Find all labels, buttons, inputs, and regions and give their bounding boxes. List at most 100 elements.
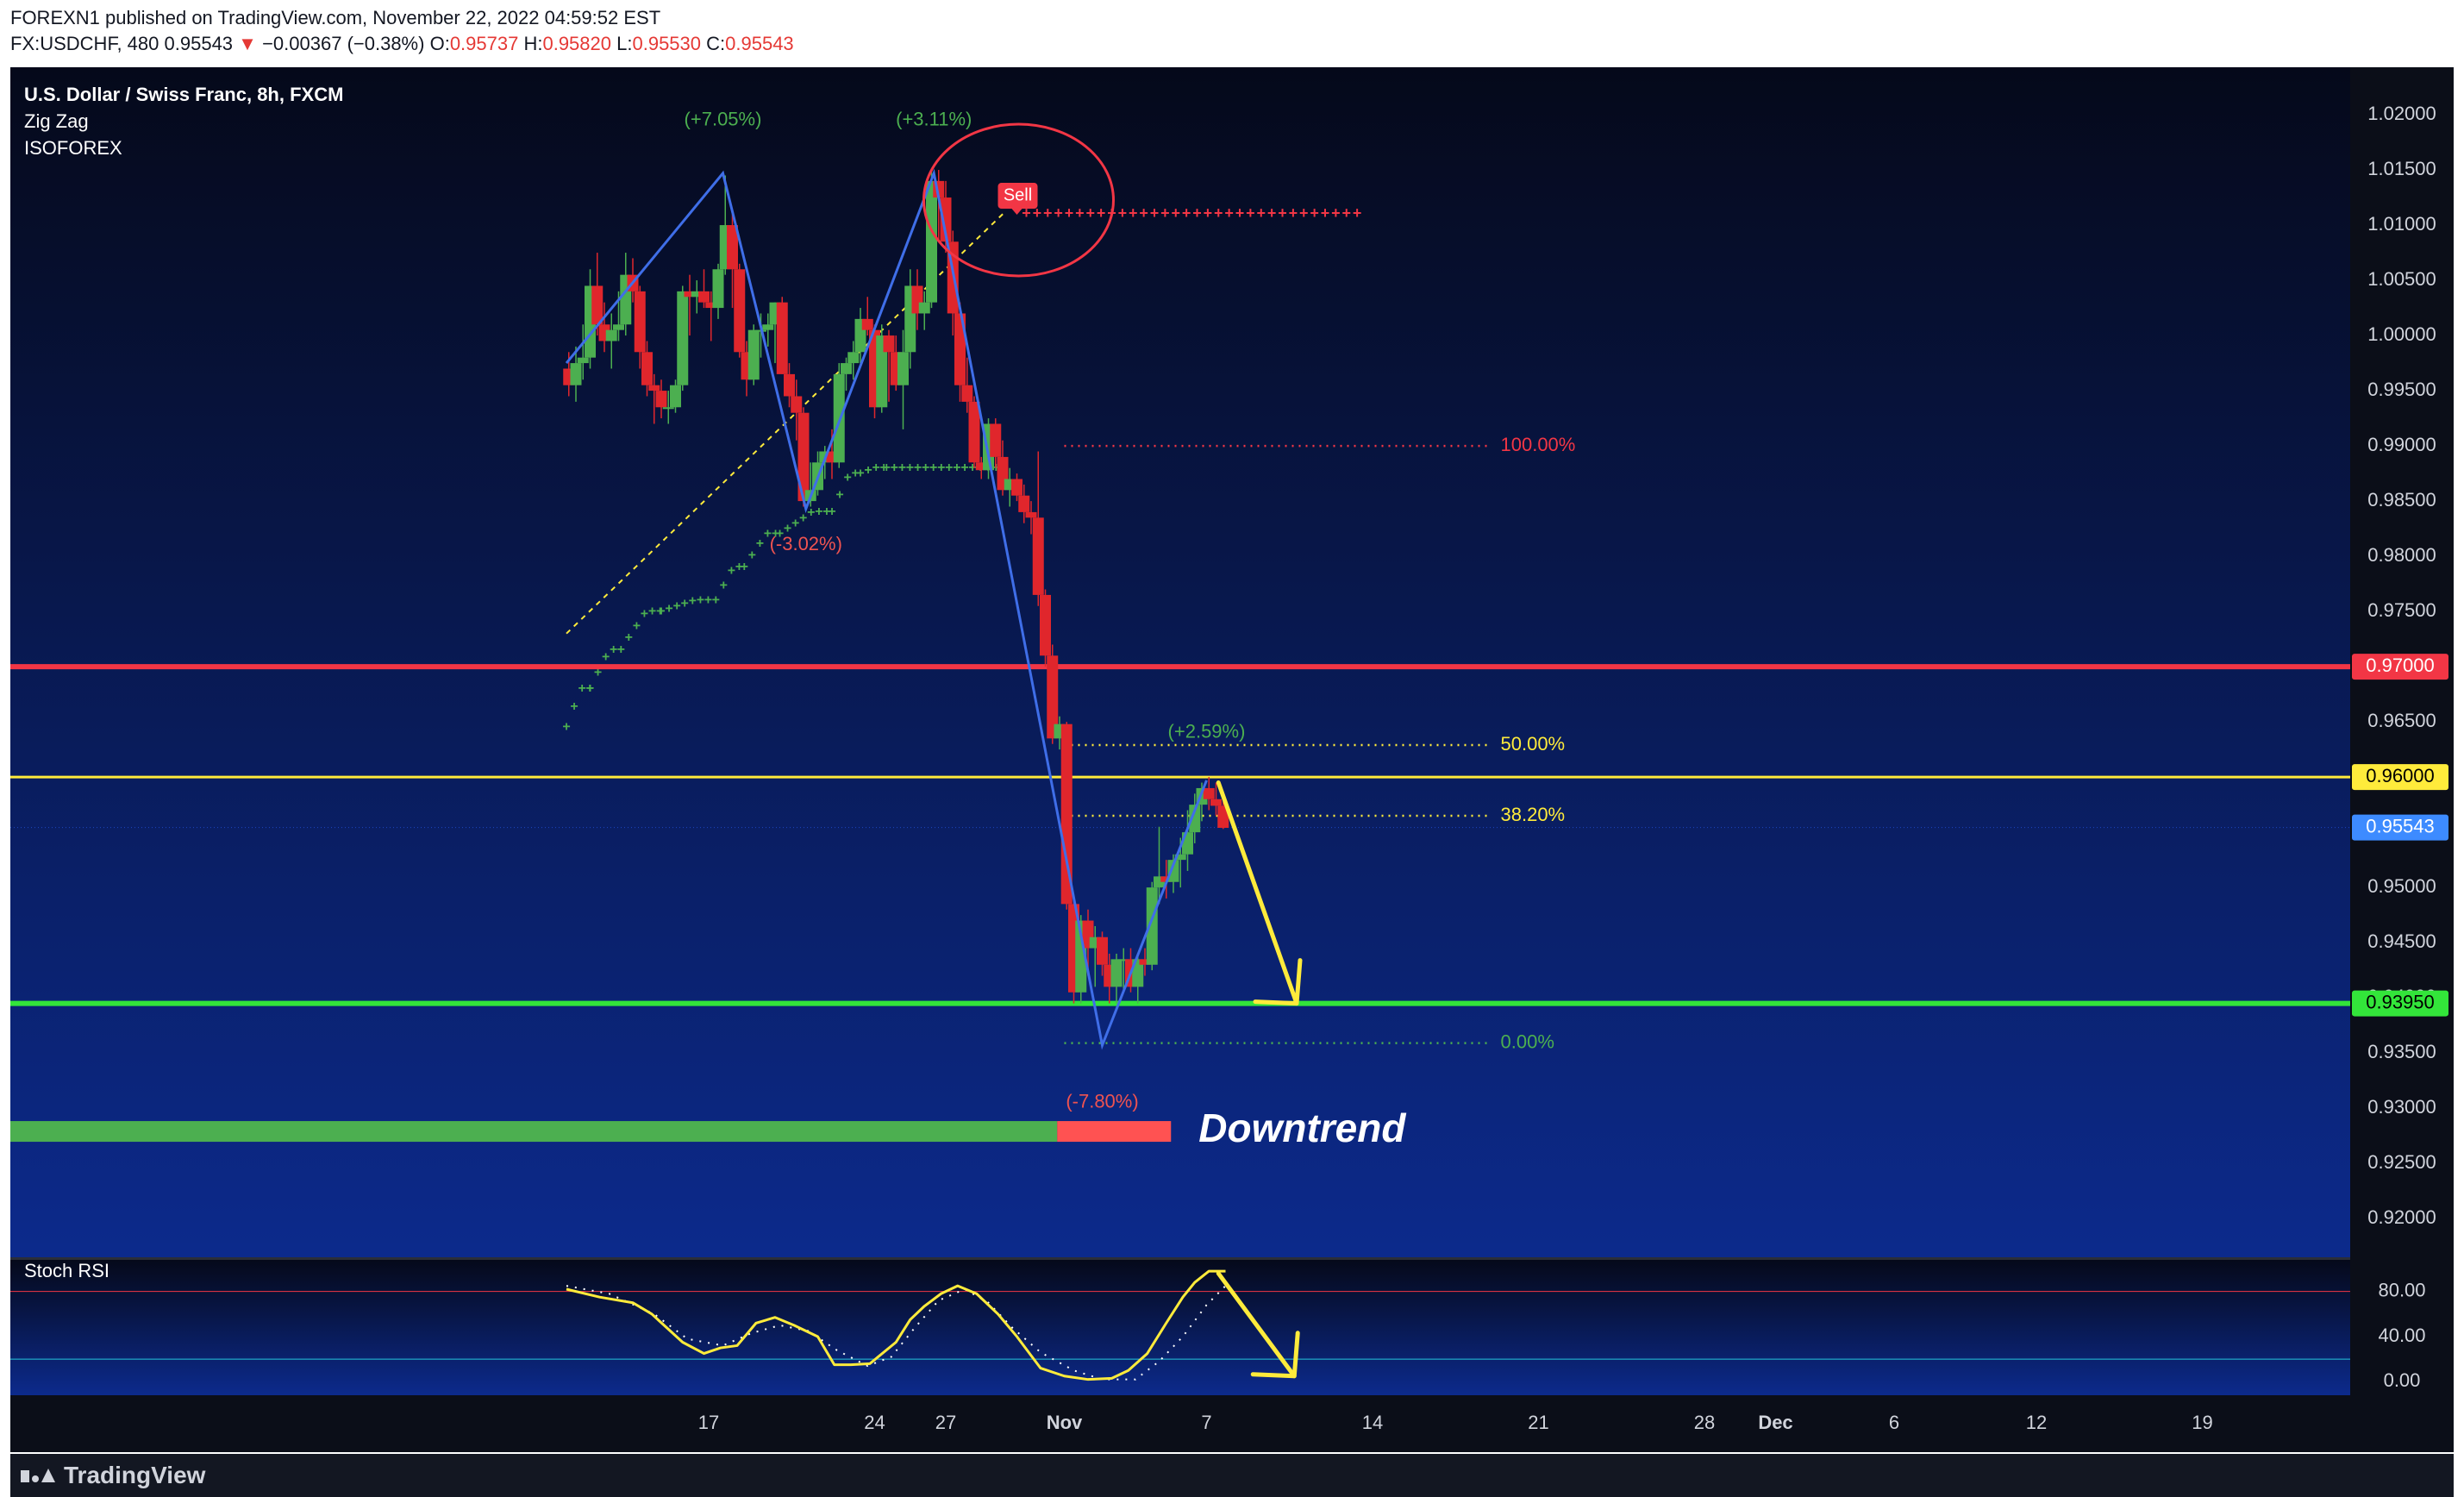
sell-level-dot: +: [1160, 204, 1170, 222]
price-tick-label: 0.98500: [2367, 489, 2436, 510]
sell-level-dot: +: [1204, 204, 1213, 222]
sell-level-dot: +: [1129, 204, 1138, 222]
candle-body: [1189, 805, 1201, 833]
candle-body: [897, 352, 909, 385]
trailing-stop-dot: +: [822, 504, 830, 519]
last-price-tag: [2352, 814, 2448, 841]
candle-body: [762, 324, 774, 330]
chart-legend: U.S. Dollar / Swiss Franc, 8h, FXCM Zig …: [24, 81, 343, 161]
trailing-stop-dot: +: [586, 681, 594, 696]
trailing-stop-dot: +: [856, 466, 864, 480]
sell-level-dot: +: [1150, 204, 1160, 222]
candle-body: [605, 329, 617, 341]
trailing-stop-dot: +: [617, 642, 625, 657]
trailing-stop-dot: +: [728, 564, 735, 579]
trailing-stop-dot: +: [562, 720, 570, 735]
trailing-stop-dot: +: [720, 579, 728, 593]
trailing-stop-dot: +: [922, 460, 929, 475]
candle-body: [968, 401, 980, 463]
legend-zigzag[interactable]: Zig Zag: [24, 110, 89, 132]
time-tick-label: 28: [1694, 1412, 1715, 1433]
change-value: −0.00367 (−0.38%): [262, 33, 425, 54]
sell-level-dot: +: [1182, 204, 1191, 222]
trailing-stop-dot: +: [641, 606, 648, 621]
sell-level-dot: +: [1299, 204, 1309, 222]
time-tick-label: Nov: [1047, 1412, 1083, 1433]
candle-body: [940, 197, 952, 242]
fib-level-label: 0.00%: [1501, 1030, 1554, 1052]
sell-level-dot: +: [1341, 204, 1351, 222]
trailing-stop-dot: +: [791, 516, 799, 530]
time-tick-label: 14: [1362, 1412, 1383, 1433]
trailing-stop-dot: +: [945, 460, 953, 475]
trailing-stop-dot: +: [883, 460, 891, 475]
tradingview-logo-icon: [21, 1469, 55, 1482]
price-axis-tag: [2352, 654, 2448, 680]
candle-body: [1167, 860, 1179, 882]
sell-level-dot: +: [1235, 204, 1245, 222]
sell-level-dot: +: [1033, 204, 1042, 222]
trailing-stop-dot: +: [657, 604, 665, 618]
price-tick-label: 0.92000: [2367, 1206, 2436, 1228]
trend-bar-bear: [1057, 1121, 1172, 1143]
trailing-stop-dot: +: [929, 460, 937, 475]
price-tick-label: 0.97500: [2367, 599, 2436, 621]
time-tick-label: 19: [2192, 1412, 2212, 1433]
close-value: 0.95543: [725, 33, 794, 54]
candle-body: [1132, 959, 1144, 987]
candle-body: [747, 329, 760, 380]
price-tick-label: 0.94500: [2367, 930, 2436, 952]
trailing-stop-dot: +: [610, 642, 617, 657]
trailing-stop-dot: +: [937, 460, 945, 475]
candle-body: [1146, 887, 1158, 965]
chart-canvas[interactable]: 1.02000 1.01500 1.01000 1.00500 1.00000 0.995…: [10, 67, 2454, 1452]
trailing-stop-dot: +: [735, 560, 743, 574]
trailing-stop-dot: +: [784, 522, 791, 536]
sell-level-dot: +: [1192, 204, 1202, 222]
legend-isoforex[interactable]: ISOFOREX: [24, 137, 122, 159]
tradingview-logo[interactable]: TradingView: [21, 1454, 205, 1497]
trailing-stop-dot: +: [602, 650, 610, 665]
forecast-arrow-head: [1253, 958, 1303, 1006]
sell-signal-label: Sell: [1004, 185, 1032, 204]
fib-level-label: 50.00%: [1501, 733, 1566, 755]
trailing-stop-dot: +: [852, 466, 860, 480]
sell-level-dot: +: [1097, 204, 1106, 222]
sell-highlight-circle: [922, 122, 1115, 278]
legend-title[interactable]: U.S. Dollar / Swiss Franc, 8h, FXCM: [24, 84, 344, 105]
sell-level-dot: +: [1118, 204, 1128, 222]
trailing-stop-dot: +: [872, 460, 879, 475]
sell-level-dot: +: [1321, 204, 1330, 222]
trailing-stop-dot: +: [914, 460, 922, 475]
sell-level-dot: +: [1267, 204, 1277, 222]
candle-body: [648, 385, 660, 391]
trailing-stop-dot: +: [960, 460, 968, 475]
price-tick-label: 0.95000: [2367, 875, 2436, 897]
stoch-d-line: [566, 1285, 1227, 1381]
zigzag-percent-label: (+7.05%): [685, 108, 762, 129]
chart-frame[interactable]: 1.02000 1.01500 1.01000 1.00500 1.00000 0.995…: [10, 67, 2454, 1452]
candle-body: [1160, 876, 1173, 882]
candle-body: [1203, 787, 1215, 799]
candle-body: [918, 302, 930, 314]
candle-body: [975, 462, 987, 471]
time-tick-label: 24: [864, 1412, 885, 1433]
price-tick-label: 0.96500: [2367, 710, 2436, 731]
stoch-forecast-arrow: [1216, 1271, 1297, 1379]
trailing-stop-dot: +: [898, 460, 906, 475]
trailing-stop-dot: +: [807, 505, 815, 520]
trailing-stop-dot: +: [756, 536, 764, 551]
last-price: 0.95543: [164, 33, 234, 54]
last-price-tag-label: 0.95543: [2366, 815, 2435, 836]
candle-body: [662, 407, 674, 410]
trailing-stop-dot: +: [776, 527, 784, 542]
price-axis-bg: [2350, 67, 2454, 1395]
sell-level-dot: +: [1214, 204, 1223, 222]
fib-level-label: 38.20%: [1501, 804, 1566, 825]
price-axis-tag-label: 0.97000: [2366, 655, 2435, 676]
candle-body: [1047, 655, 1059, 739]
stoch-pane-bg: [10, 1260, 2454, 1395]
trailing-stop-dot: +: [835, 487, 843, 502]
trailing-stop-dot: +: [864, 463, 872, 478]
sell-signal-badge: [997, 183, 1038, 210]
